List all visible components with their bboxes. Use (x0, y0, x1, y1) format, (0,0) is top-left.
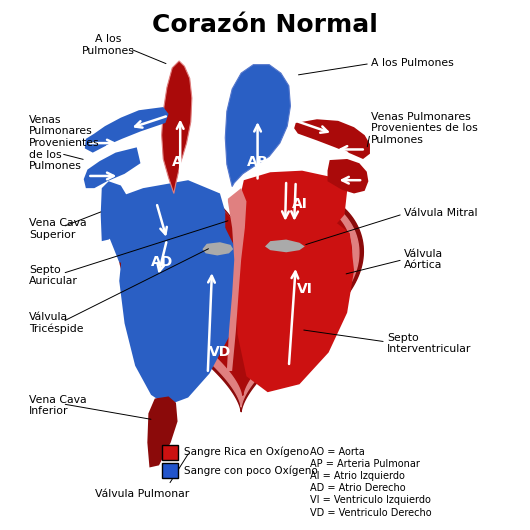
Text: AI = Atrio Izquierdo: AI = Atrio Izquierdo (310, 471, 405, 481)
Polygon shape (85, 107, 169, 153)
Polygon shape (147, 396, 178, 467)
Text: A los
Pulmones: A los Pulmones (82, 34, 135, 56)
Polygon shape (265, 240, 305, 252)
Text: AD = Atrio Derecho: AD = Atrio Derecho (310, 483, 405, 493)
Text: Septo
Interventricular: Septo Interventricular (387, 333, 471, 354)
Polygon shape (202, 242, 233, 255)
Text: AD: AD (151, 255, 173, 269)
Text: Vena Cava
Inferior: Vena Cava Inferior (29, 395, 87, 416)
Text: Sangre con poco Oxígeno: Sangre con poco Oxígeno (184, 465, 317, 476)
FancyBboxPatch shape (162, 445, 178, 460)
Polygon shape (238, 171, 347, 246)
Text: Venas Pulmonares
Provenientes de los
Pulmones: Venas Pulmonares Provenientes de los Pul… (371, 112, 478, 145)
Text: AP = Arteria Pulmonar: AP = Arteria Pulmonar (310, 459, 420, 469)
Text: AP: AP (246, 155, 268, 169)
Polygon shape (134, 199, 351, 395)
Text: VI: VI (297, 282, 313, 296)
Polygon shape (162, 61, 192, 193)
Polygon shape (227, 188, 246, 371)
Text: AO: AO (172, 155, 194, 169)
Text: Corazón Normal: Corazón Normal (152, 13, 378, 37)
Polygon shape (109, 180, 225, 270)
Text: A los Pulmones: A los Pulmones (371, 58, 454, 67)
Text: VD = Ventriculo Derecho: VD = Ventriculo Derecho (310, 508, 431, 517)
Text: AI: AI (292, 197, 307, 211)
Text: Válvula Pulmonar: Válvula Pulmonar (95, 489, 189, 499)
Polygon shape (84, 147, 140, 188)
Text: VD: VD (209, 346, 231, 359)
Polygon shape (328, 159, 368, 193)
Text: Sangre Rica en Oxígeno: Sangre Rica en Oxígeno (184, 446, 309, 457)
Polygon shape (225, 65, 290, 187)
Text: Vena Cava
Superior: Vena Cava Superior (29, 218, 87, 240)
Polygon shape (123, 194, 359, 407)
Polygon shape (101, 181, 127, 241)
Text: AO = Aorta: AO = Aorta (310, 447, 365, 456)
Text: Septo
Auricular: Septo Auricular (29, 265, 78, 286)
Text: Válvula Mitral: Válvula Mitral (404, 208, 478, 218)
Text: Válvula
Tricéspide: Válvula Tricéspide (29, 312, 84, 334)
Polygon shape (236, 207, 354, 392)
Text: VI = Ventriculo Izquierdo: VI = Ventriculo Izquierdo (310, 496, 431, 505)
Polygon shape (294, 119, 370, 159)
Text: Venas
Pulmonares
Provenientes
de los
Pulmones: Venas Pulmonares Provenientes de los Pul… (29, 115, 100, 171)
Polygon shape (119, 191, 364, 412)
FancyBboxPatch shape (162, 463, 178, 478)
Polygon shape (119, 215, 241, 405)
Text: Válvula
Aórtica: Válvula Aórtica (404, 249, 443, 270)
